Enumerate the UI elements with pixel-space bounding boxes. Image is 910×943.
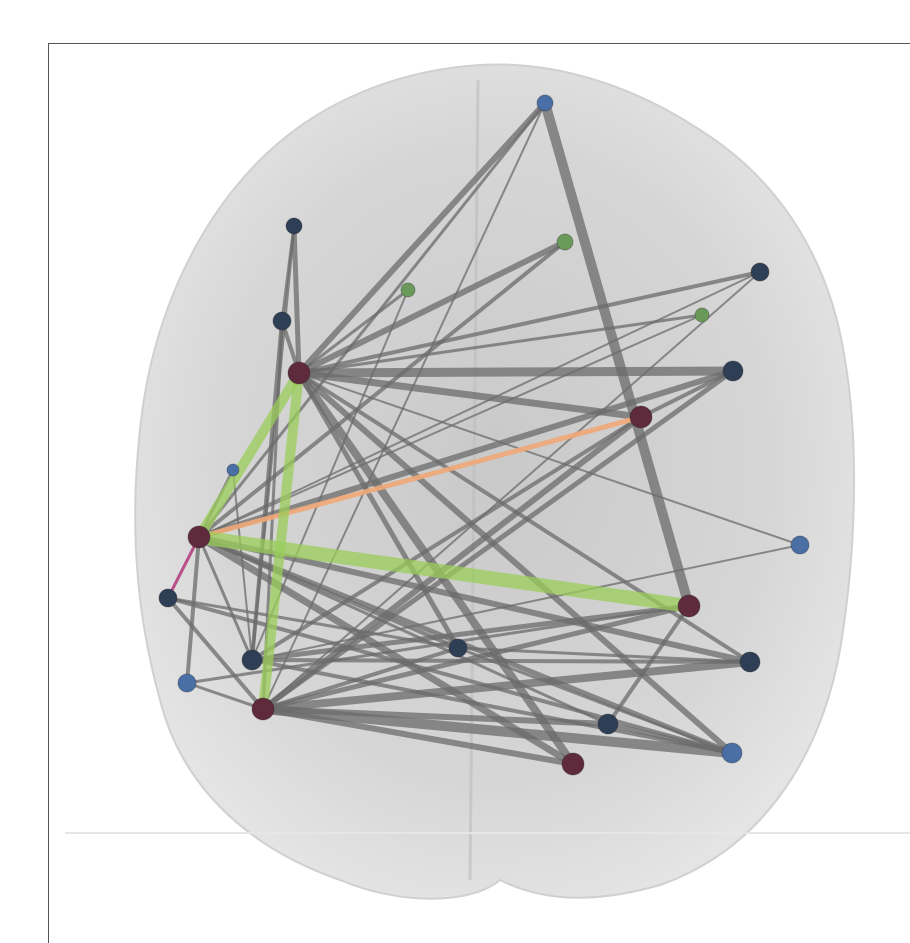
node — [750, 262, 770, 282]
edge — [296, 100, 548, 376]
edge — [185, 535, 201, 685]
edge — [296, 239, 568, 376]
edge — [198, 271, 761, 538]
edge — [296, 370, 735, 756]
node — [739, 651, 761, 673]
node — [629, 405, 653, 429]
edge — [260, 368, 736, 712]
edge-highlight — [194, 368, 304, 542]
node — [694, 307, 710, 323]
edge — [297, 270, 762, 375]
edge — [166, 596, 734, 755]
edge — [251, 544, 801, 661]
edge — [260, 603, 692, 712]
edge — [232, 469, 253, 661]
edge — [291, 223, 302, 376]
edge — [185, 681, 265, 711]
edge — [639, 369, 735, 419]
edge — [250, 415, 643, 662]
node — [721, 742, 743, 764]
edge — [262, 271, 761, 710]
node — [677, 594, 701, 618]
edge — [249, 603, 692, 663]
edge — [260, 706, 576, 767]
node — [722, 360, 744, 382]
edge — [196, 534, 753, 665]
edge — [456, 646, 752, 664]
node — [177, 673, 197, 693]
nodes — [158, 94, 810, 776]
node — [561, 752, 585, 776]
node — [597, 713, 619, 735]
edge — [297, 313, 704, 375]
edge — [606, 604, 691, 726]
node — [448, 638, 468, 658]
edge — [250, 658, 734, 755]
edge — [540, 98, 694, 611]
node — [272, 311, 292, 331]
node — [241, 649, 263, 671]
edge — [295, 369, 645, 421]
edge — [260, 706, 611, 727]
edge-highlight — [192, 530, 696, 613]
edge — [197, 240, 567, 539]
edge — [296, 370, 461, 651]
brain-surface — [134, 63, 856, 900]
edge — [297, 371, 752, 664]
edge — [605, 721, 735, 756]
edge — [197, 535, 610, 726]
node — [158, 588, 178, 608]
node — [790, 535, 810, 555]
edge — [456, 646, 734, 755]
node — [251, 697, 275, 721]
node — [187, 525, 211, 549]
edge — [294, 366, 738, 378]
node — [226, 463, 240, 477]
edge — [197, 101, 547, 539]
node — [556, 233, 574, 251]
node — [536, 94, 554, 112]
node — [287, 361, 311, 385]
edge — [250, 319, 284, 662]
edge — [298, 372, 801, 546]
edge — [297, 288, 410, 375]
edge — [197, 535, 254, 662]
edge-highlight — [166, 535, 201, 600]
node — [400, 282, 416, 298]
edge-highlight — [258, 368, 304, 714]
edge — [259, 658, 754, 713]
edge — [258, 704, 737, 758]
edge-highlight — [196, 414, 644, 540]
node — [285, 217, 303, 235]
edge — [166, 596, 265, 711]
